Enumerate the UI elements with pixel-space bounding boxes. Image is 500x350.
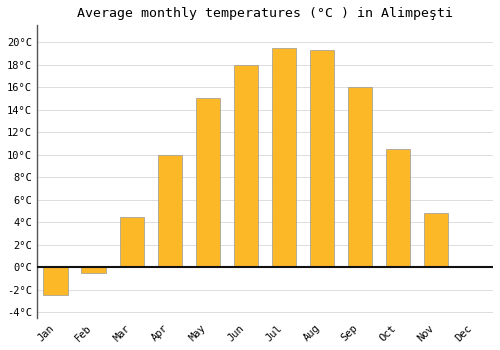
Bar (120, 217, 144, 267)
Bar (82, 267, 106, 273)
Bar (44, 267, 68, 295)
Title: Average monthly temperatures (°C ) in Alimpeşti: Average monthly temperatures (°C ) in Al… (77, 7, 453, 20)
Bar (386, 149, 410, 267)
Bar (272, 48, 296, 267)
Bar (196, 98, 220, 267)
Bar (234, 65, 258, 267)
Bar (310, 50, 334, 267)
Bar (158, 155, 182, 267)
Bar (348, 87, 372, 267)
Bar (424, 213, 448, 267)
